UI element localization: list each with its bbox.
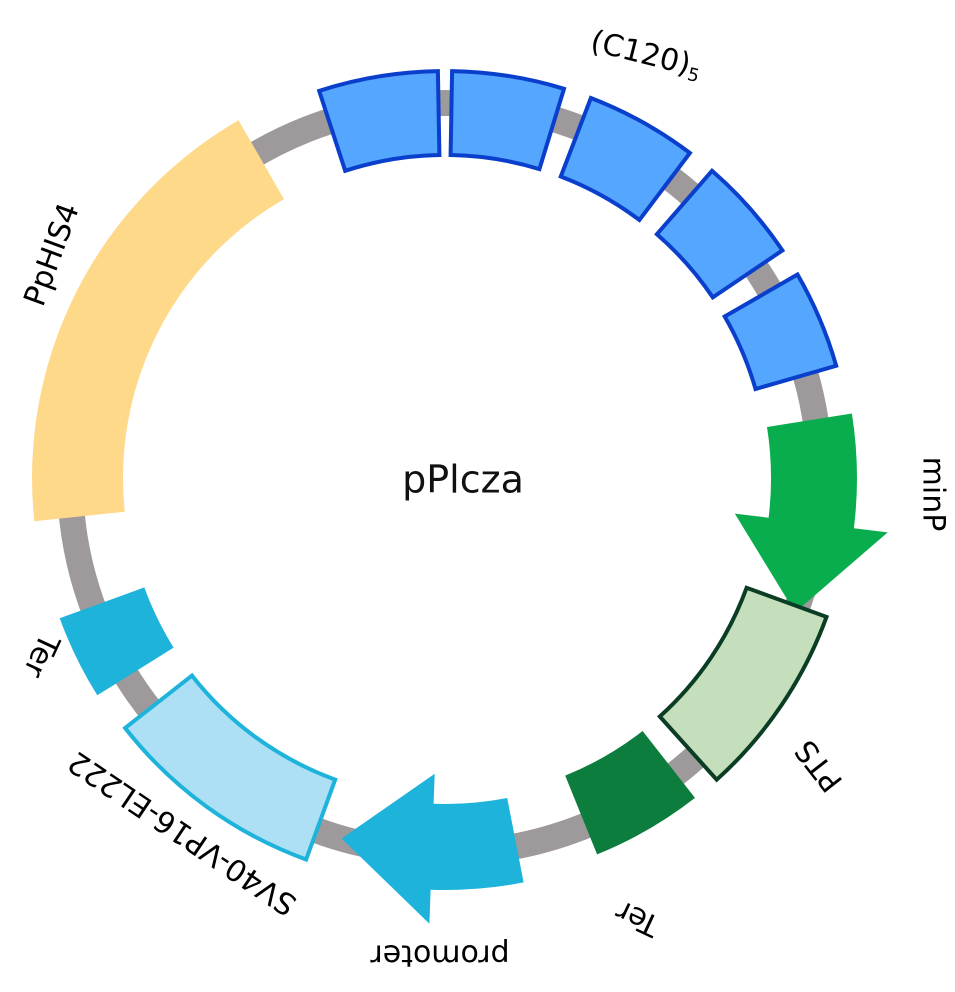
plasmid-name: pPlcza: [402, 458, 524, 502]
label-ter-left: Ter: [15, 627, 66, 683]
label-ter-right: Ter: [610, 892, 666, 943]
features-layer: [32, 69, 888, 924]
feature-repeat-1: [316, 69, 442, 174]
feature-sv40-vp16-el222: [122, 672, 338, 863]
label-minp: minP: [916, 457, 951, 532]
feature-pts: [656, 585, 830, 783]
feature-ter-right: [565, 731, 695, 855]
feature-repeat-4: [654, 167, 786, 301]
feature-repeat-2: [448, 69, 567, 172]
svg-text:(C120)5: (C120)5: [587, 23, 706, 87]
feature-pphis4: [32, 120, 285, 522]
label-c120-subscript: 5: [685, 64, 701, 87]
label-promoter: promoter: [370, 938, 510, 973]
feature-minp: [734, 413, 888, 613]
feature-repeat-5: [721, 271, 839, 392]
feature-promoter: [341, 773, 524, 924]
feature-ter-left: [59, 587, 174, 696]
label-pts: PTS: [788, 733, 850, 798]
label-c120-repeat: (C120)5: [587, 23, 706, 87]
feature-repeat-3: [558, 95, 693, 223]
label-c120-main: (C120): [587, 23, 694, 82]
